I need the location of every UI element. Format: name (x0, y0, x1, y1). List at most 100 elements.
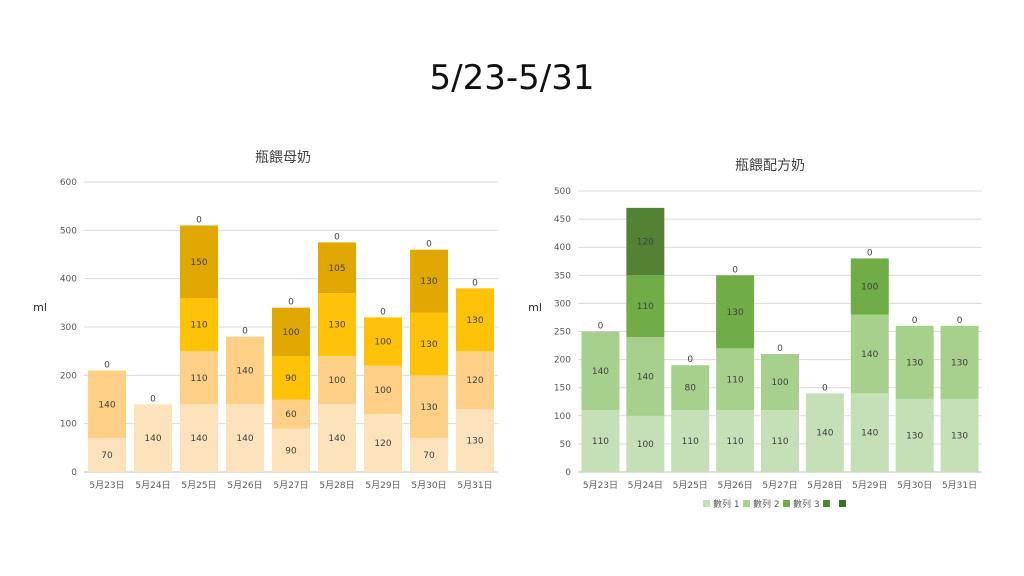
breast-data-label: 0 (150, 394, 156, 404)
breast-y-tick-label: 100 (60, 420, 77, 430)
breast-data-label: 140 (328, 434, 345, 444)
formula-bar-segment (895, 325, 934, 399)
breast-bar-segment (88, 370, 126, 439)
breast-data-label: 140 (144, 434, 161, 444)
formula-x-tick-label: 5月30日 (897, 480, 932, 491)
breast-bar-segment (456, 288, 494, 352)
formula-y-tick-label: 150 (554, 384, 571, 394)
breast-data-label: 0 (380, 307, 386, 317)
breast-data-label: 130 (420, 277, 437, 287)
formula-data-label: 110 (682, 437, 699, 447)
formula-bar-segment (716, 410, 755, 472)
formula-bar-segment (761, 410, 799, 472)
breast-bar-segment (226, 336, 264, 405)
breast-y-tick-label: 300 (60, 323, 77, 333)
breast-data-label: 130 (328, 321, 345, 331)
formula-chart-title: 瓶餵配方奶 (735, 157, 805, 174)
formula-data-label: 140 (637, 372, 654, 382)
formula-bar-segment (581, 410, 620, 472)
formula-y-tick-label: 300 (554, 299, 571, 309)
formula-x-tick-label: 5月23日 (583, 480, 618, 491)
breast-x-tick-label: 5月31日 (457, 480, 492, 491)
breast-data-label: 120 (374, 439, 391, 449)
formula-data-label: 100 (861, 283, 878, 293)
breast-bar-segment (134, 404, 172, 472)
formula-data-label: 100 (637, 440, 654, 450)
breast-y-axis-label: ml (33, 301, 47, 314)
breast-bar-segment (456, 409, 494, 472)
formula-bar-segment (850, 393, 889, 472)
formula-x-tick-label: 5月29日 (852, 480, 887, 491)
formula-y-tick-label: 500 (554, 187, 571, 197)
formula-data-label: 130 (906, 431, 923, 441)
breast-bar-segment (180, 298, 218, 352)
formula-legend-swatch (823, 500, 830, 507)
formula-x-tick-label: 5月28日 (807, 480, 842, 491)
formula-data-label: 110 (727, 375, 744, 385)
breast-x-tick-label: 5月30日 (411, 480, 446, 491)
formula-data-label: 0 (598, 322, 604, 332)
formula-bar-segment (895, 398, 934, 472)
breast-data-label: 140 (190, 434, 207, 444)
formula-bar-segment (716, 348, 755, 411)
formula-bar-segment (940, 398, 979, 472)
formula-data-label: 0 (687, 355, 693, 365)
breast-data-label: 0 (242, 327, 248, 337)
breast-data-label: 70 (101, 451, 113, 461)
breast-data-label: 110 (190, 321, 207, 331)
breast-bar-segment (272, 399, 310, 429)
breast-data-label: 130 (466, 316, 483, 326)
formula-bar-segment (671, 365, 710, 411)
breast-data-label: 110 (190, 374, 207, 384)
breast-x-tick-label: 5月27日 (273, 480, 308, 491)
breast-data-label: 140 (236, 434, 253, 444)
formula-y-tick-label: 400 (554, 243, 571, 253)
breast-y-tick-label: 400 (60, 275, 77, 285)
breast-bar-segment (88, 438, 126, 472)
breast-data-label: 150 (190, 258, 207, 268)
formula-data-label: 110 (637, 302, 654, 312)
formula-bar-segment (581, 331, 620, 411)
breast-data-label: 130 (420, 403, 437, 413)
breast-bar-segment (318, 356, 356, 405)
formula-bar-segment (850, 258, 889, 315)
breast-x-tick-label: 5月25日 (181, 480, 216, 491)
formula-legend-swatch (783, 500, 790, 507)
breast-data-label: 100 (282, 328, 299, 338)
formula-bar-segment (626, 207, 665, 276)
formula-y-tick-label: 450 (554, 215, 571, 225)
breast-data-label: 90 (285, 446, 297, 456)
breast-bar-segment (410, 249, 448, 313)
formula-y-axis-label: ml (528, 301, 542, 314)
formula-x-tick-label: 5月25日 (673, 480, 708, 491)
breast-data-label: 0 (334, 232, 340, 242)
formula-data-label: 0 (867, 248, 873, 258)
formula-data-label: 110 (727, 437, 744, 447)
breast-x-tick-label: 5月24日 (135, 480, 170, 491)
breast-bar-segment (364, 414, 402, 472)
formula-y-tick-label: 200 (554, 356, 571, 366)
formula-legend-label: 數列 1 (713, 498, 740, 510)
formula-legend-swatch (839, 500, 846, 507)
breast-bar-segment (364, 317, 402, 366)
breast-data-label: 120 (466, 376, 483, 386)
formula-bar-segment (716, 275, 755, 349)
breast-bar-segment (410, 375, 448, 439)
breast-bar-segment (180, 351, 218, 405)
formula-data-label: 140 (816, 429, 833, 439)
breast-bar-segment (272, 428, 310, 472)
breast-x-tick-label: 5月29日 (365, 480, 400, 491)
breast-data-label: 60 (285, 410, 297, 420)
breast-bar-segment (318, 404, 356, 472)
formula-data-label: 140 (861, 350, 878, 360)
formula-x-tick-label: 5月31日 (942, 480, 977, 491)
formula-data-label: 0 (912, 316, 918, 326)
formula-data-label: 140 (592, 367, 609, 377)
breast-bar-segment (410, 312, 448, 376)
formula-x-tick-label: 5月27日 (762, 480, 797, 491)
breast-bar-segment (456, 351, 494, 410)
breast-data-label: 0 (472, 278, 478, 288)
breast-x-tick-label: 5月28日 (319, 480, 354, 491)
formula-y-tick-label: 0 (565, 468, 571, 478)
breast-data-label: 0 (104, 361, 110, 371)
